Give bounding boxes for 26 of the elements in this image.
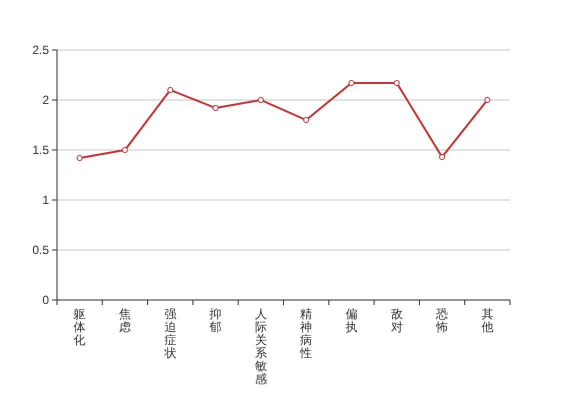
x-tick-label: 恐怖 (435, 307, 448, 334)
y-tick-label: 1.5 (32, 143, 50, 157)
y-tick-label: 0.5 (32, 243, 50, 257)
x-tick-label: 精神病性 (299, 307, 312, 360)
x-tick-label: 偏执 (345, 307, 358, 334)
x-tick-label: 抑郁 (210, 307, 222, 334)
point (122, 147, 128, 153)
x-tick-label: 其他 (481, 307, 494, 334)
point (258, 97, 264, 103)
y-tick-label: 2 (42, 93, 50, 107)
point (212, 105, 219, 111)
point (167, 87, 174, 93)
x-tick-label: 强迫症状 (163, 307, 176, 360)
point (439, 154, 446, 160)
point (348, 80, 354, 86)
point (303, 117, 310, 123)
x-tick-label: 人际关系敏感 (254, 307, 267, 386)
x-tick-label: 敌对 (390, 307, 403, 334)
point (76, 155, 83, 161)
point (394, 80, 400, 86)
x-tick-label: 躯体化 (74, 307, 86, 347)
y-tick-label: 0 (42, 293, 50, 307)
point (484, 97, 490, 103)
x-tick-label: 焦虑 (118, 307, 131, 334)
y-tick-label: 2.5 (32, 43, 50, 57)
y-tick-label: 1 (42, 193, 50, 207)
